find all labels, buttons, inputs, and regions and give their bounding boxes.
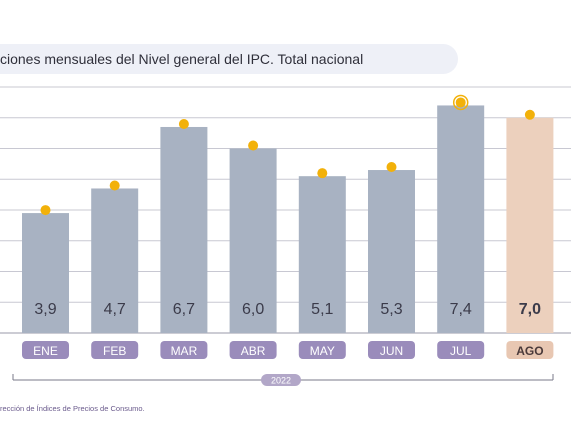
marker-dot <box>178 118 189 129</box>
category-label: AGO <box>516 344 543 358</box>
value-label: 6,0 <box>242 301 264 318</box>
value-label: 4,7 <box>104 301 126 318</box>
title-pill <box>0 44 458 74</box>
category-label: ABR <box>241 344 266 358</box>
value-label: 7,0 <box>519 301 541 318</box>
category-tab <box>91 341 139 359</box>
bar <box>506 117 554 333</box>
source-note: rección de Índices de Precios de Consumo… <box>0 404 145 413</box>
category-tab <box>160 341 208 359</box>
value-label: 7,4 <box>450 301 472 318</box>
year-badge <box>261 374 301 386</box>
year-label: 2022 <box>271 376 291 386</box>
bar <box>91 188 139 333</box>
marker-dot <box>40 205 51 216</box>
bar <box>298 176 346 333</box>
marker-ring <box>452 94 469 111</box>
value-label: 5,1 <box>311 301 333 318</box>
category-tab <box>506 341 554 359</box>
marker-dot <box>317 168 328 179</box>
category-label: JUN <box>380 344 403 358</box>
value-label: 6,7 <box>173 301 195 318</box>
category-label: MAY <box>310 344 335 358</box>
marker-dot <box>455 97 466 108</box>
category-tab <box>298 341 346 359</box>
category-label: FEB <box>103 344 126 358</box>
category-label: JUL <box>450 344 472 358</box>
marker-dot <box>109 180 120 191</box>
category-tab <box>437 341 485 359</box>
category-label: MAR <box>171 344 198 358</box>
category-tab <box>229 341 277 359</box>
bar <box>160 126 208 333</box>
bar <box>368 170 415 333</box>
bar <box>437 105 485 333</box>
marker-dot <box>248 140 259 151</box>
category-tab <box>22 341 69 359</box>
bar <box>22 213 69 333</box>
value-label: 3,9 <box>34 301 56 318</box>
value-label: 5,3 <box>380 301 402 318</box>
category-label: ENE <box>33 344 58 358</box>
marker-dot <box>524 109 535 120</box>
category-tab <box>368 341 415 359</box>
marker-dot <box>386 162 397 173</box>
chart-title: ciones mensuales del Nivel general del I… <box>0 51 364 67</box>
bar <box>229 148 277 333</box>
